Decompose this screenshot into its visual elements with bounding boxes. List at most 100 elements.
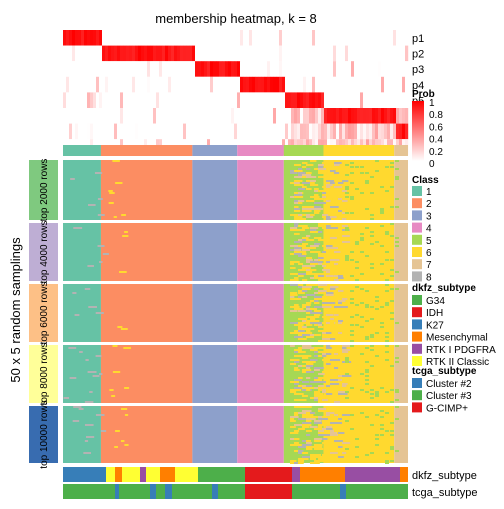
prob-cell [165, 108, 169, 124]
prob-cell [351, 108, 355, 124]
heatmap-noise-cell [290, 363, 297, 365]
heatmap-noise-cell [298, 338, 307, 340]
heatmap-noise-cell [298, 458, 303, 460]
heatmap-noise-cell [338, 332, 343, 334]
heatmap-noise-cell [338, 444, 343, 446]
heatmap-noise-cell [314, 454, 321, 456]
heatmap-noise-cell [326, 265, 334, 267]
heatmap-noise-cell [334, 314, 339, 316]
heatmap-noise-cell [375, 393, 379, 395]
class-legend-label: 4 [426, 224, 432, 235]
prob-cell [267, 108, 271, 124]
heatmap-noise-cell [345, 361, 349, 363]
tcga-subtype-cell [172, 484, 212, 499]
prob-cell [117, 92, 121, 108]
heatmap-noise-cell [318, 326, 324, 328]
heatmap-noise-cell [298, 412, 305, 414]
heatmap-noise-cell [102, 253, 109, 255]
prob-cell [189, 92, 193, 108]
heatmap-noise-cell [390, 288, 394, 290]
heatmap-noise-cell [306, 259, 313, 261]
prob-cell [231, 108, 235, 124]
heatmap-noise-cell [92, 375, 100, 377]
heatmap-noise-cell [330, 271, 340, 273]
prob-cell [174, 92, 178, 108]
heatmap-noise-cell [380, 322, 384, 324]
prob-cell [285, 92, 289, 108]
prob-cell [306, 108, 310, 124]
heatmap-noise-cell [330, 267, 340, 269]
prob-cell [348, 76, 352, 93]
heatmap-noise-cell [290, 420, 296, 422]
heatmap-noise-cell [302, 162, 308, 164]
tcga-subtype-cell [165, 484, 172, 499]
heatmap-noise-cell [342, 298, 348, 300]
prob-cell [120, 108, 124, 124]
prob-cell [327, 76, 331, 93]
prob-cell [345, 45, 349, 62]
heatmap-noise-cell [326, 316, 335, 318]
heatmap-noise-cell [314, 397, 320, 399]
prob-cell [120, 76, 124, 93]
prob-cell [165, 30, 169, 46]
prob-cell [78, 108, 82, 124]
heatmap-noise-cell [360, 233, 364, 235]
heatmap-noise-cell [73, 406, 82, 408]
prob-cell [273, 76, 277, 93]
heatmap-noise-cell [306, 324, 313, 326]
prob-cell [240, 45, 244, 62]
heatmap-noise-cell [290, 284, 295, 286]
heatmap-noise-cell [322, 265, 327, 267]
heatmap-noise-cell [302, 414, 308, 416]
prob-cell [264, 123, 268, 140]
heatmap-noise-cell [385, 290, 389, 292]
prob-cell [75, 61, 79, 77]
class-bar-segment-5 [283, 145, 324, 156]
heatmap-noise-cell [318, 275, 325, 277]
heatmap-noise-cell [342, 367, 347, 369]
prob-cell [63, 76, 67, 93]
prob-cell [186, 61, 190, 77]
prob-cell [231, 30, 235, 46]
prob-cell [168, 45, 172, 62]
row-group-bar [29, 223, 58, 281]
heatmap-noise-cell [342, 322, 349, 324]
heatmap-noise-cell [334, 406, 343, 408]
heatmap-noise-cell [380, 424, 384, 426]
heatmap-noise-cell [342, 351, 349, 353]
heatmap-noise-cell [94, 172, 103, 174]
heatmap-noise-cell [108, 202, 114, 204]
heatmap-noise-cell [326, 430, 333, 432]
prob-cell [372, 76, 376, 93]
prob-cell [141, 61, 145, 77]
prob-cell [135, 30, 139, 46]
prob-cell [303, 76, 307, 93]
heatmap-noise-cell [326, 410, 336, 412]
heatmap-noise-cell [314, 440, 322, 442]
prob-cell [216, 108, 220, 124]
dkfz-legend-label: Mesenchymal [426, 333, 488, 344]
heatmap-noise-cell [298, 192, 303, 194]
heatmap-noise-cell [350, 340, 354, 342]
prob-cell [192, 30, 196, 46]
prob-cell [117, 61, 121, 77]
prob-cell [393, 30, 397, 46]
heatmap-noise-cell [318, 351, 324, 353]
prob-cell [246, 30, 250, 46]
prob-cell [102, 108, 106, 124]
probability-heatmap [63, 30, 409, 155]
heatmap-noise-cell [294, 216, 303, 218]
prob-cell [384, 108, 388, 124]
prob-cell [123, 45, 127, 62]
heatmap-noise-cell [83, 452, 92, 454]
heatmap-noise-cell [124, 444, 129, 446]
heatmap-noise-cell [365, 227, 369, 229]
heatmap-noise-cell [330, 302, 336, 304]
prob-cell [246, 61, 250, 77]
heatmap-noise-cell [306, 444, 312, 446]
heatmap-noise-cell [342, 302, 347, 304]
prob-cell [402, 30, 406, 46]
heatmap-noise-cell [350, 387, 354, 389]
